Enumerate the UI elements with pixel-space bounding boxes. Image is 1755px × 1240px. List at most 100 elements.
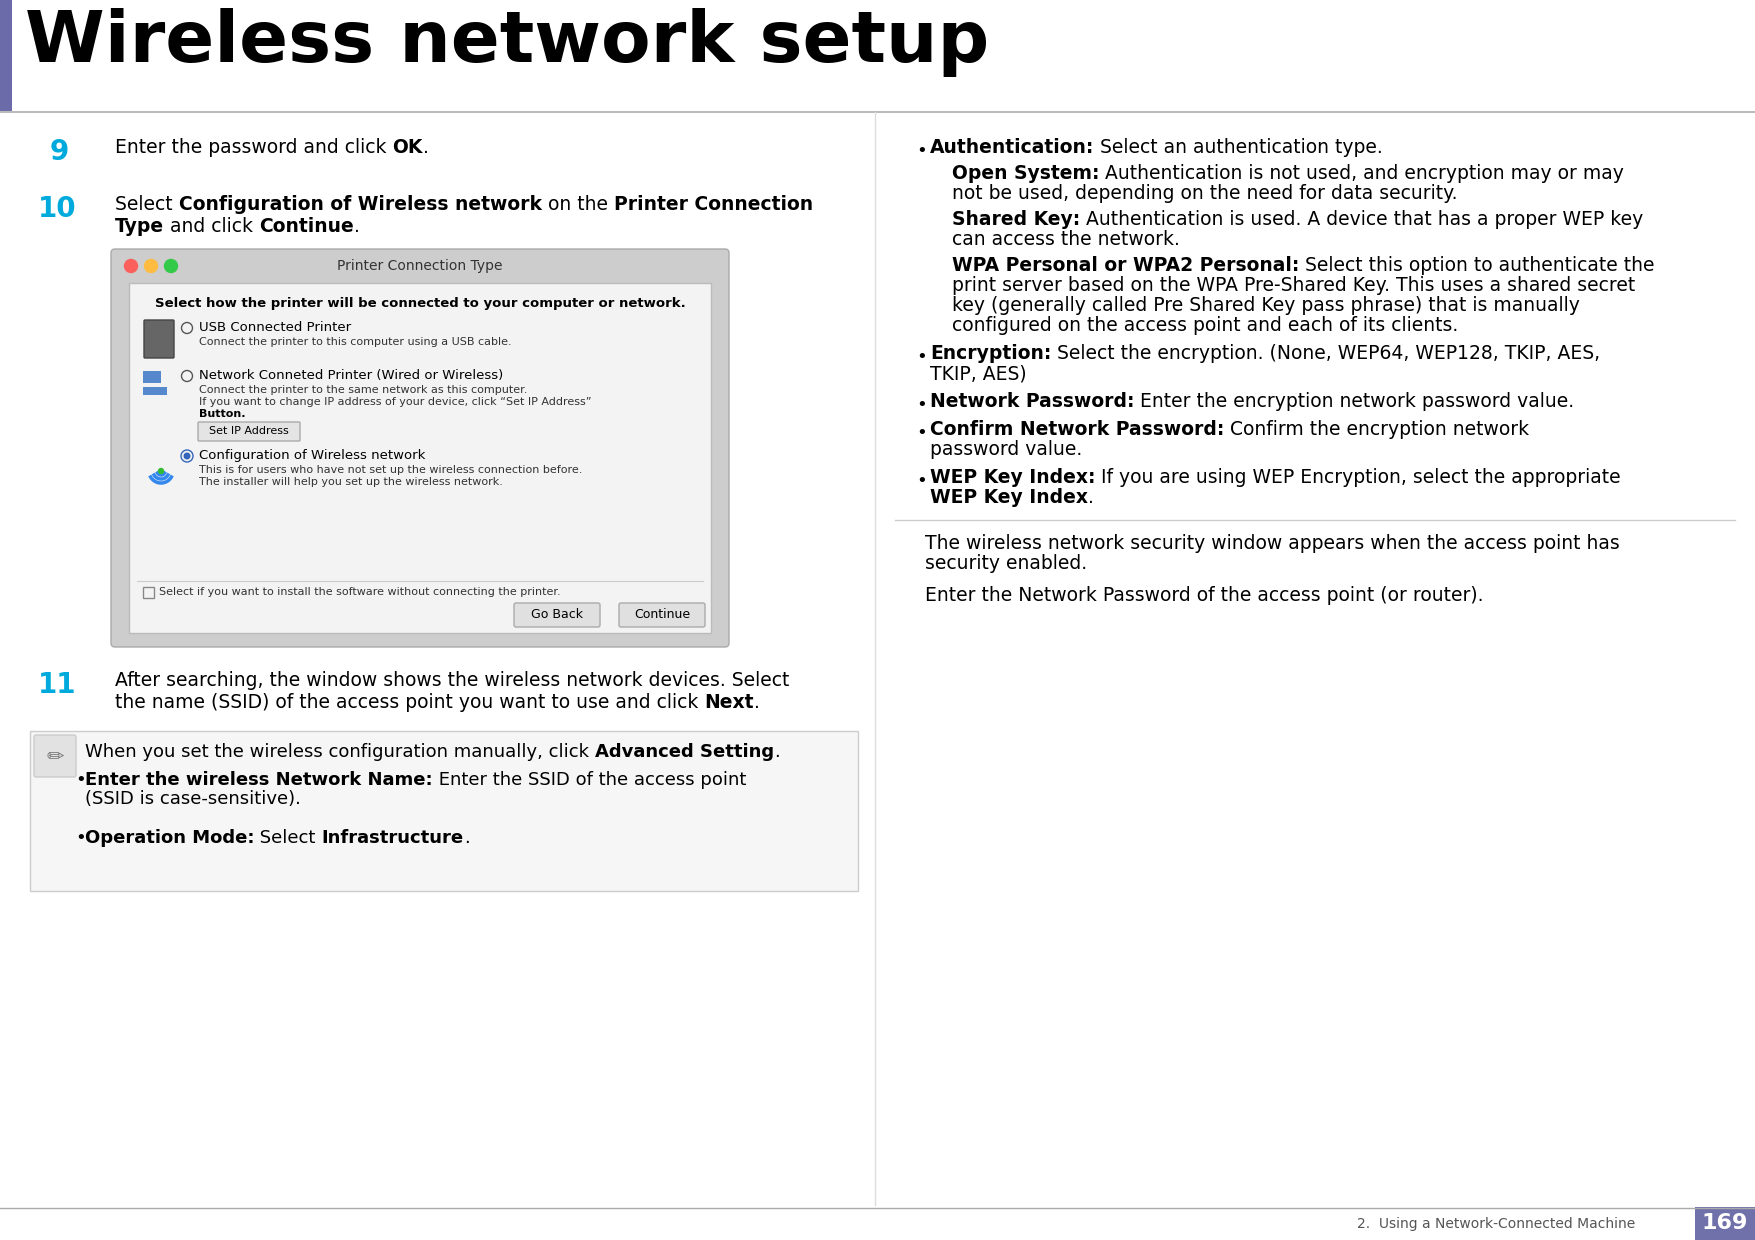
Text: •: • <box>75 830 86 847</box>
Text: Select an authentication type.: Select an authentication type. <box>1095 138 1383 157</box>
Text: 9: 9 <box>49 138 68 166</box>
Text: Enter the SSID of the access point: Enter the SSID of the access point <box>433 771 746 789</box>
Text: •: • <box>916 424 927 441</box>
Text: Network Conneted Printer (Wired or Wireless): Network Conneted Printer (Wired or Wirel… <box>198 370 504 382</box>
Text: When you set the wireless configuration manually, click: When you set the wireless configuration … <box>84 743 595 761</box>
Text: The wireless network security window appears when the access point has: The wireless network security window app… <box>925 534 1620 553</box>
Circle shape <box>165 259 177 273</box>
Circle shape <box>184 453 191 460</box>
FancyBboxPatch shape <box>620 603 706 627</box>
Text: Printer Connection Type: Printer Connection Type <box>337 259 502 273</box>
FancyBboxPatch shape <box>33 735 75 777</box>
Text: Go Back: Go Back <box>532 609 583 621</box>
Text: Next: Next <box>704 693 755 712</box>
Text: WEP Key Index:: WEP Key Index: <box>930 467 1095 487</box>
Text: •: • <box>75 771 86 789</box>
Text: Enter the wireless Network Name:: Enter the wireless Network Name: <box>84 771 433 789</box>
Text: .: . <box>1088 489 1093 507</box>
Text: •: • <box>916 143 927 160</box>
Text: Enter the password and click: Enter the password and click <box>116 138 393 157</box>
Text: .: . <box>463 830 470 847</box>
Text: not be used, depending on the need for data security.: not be used, depending on the need for d… <box>951 184 1457 203</box>
Text: Connect the printer to the same network as this computer.: Connect the printer to the same network … <box>198 384 526 396</box>
Text: Continue: Continue <box>634 609 690 621</box>
Circle shape <box>181 322 193 334</box>
Text: Encryption:: Encryption: <box>930 343 1051 363</box>
FancyBboxPatch shape <box>144 320 174 358</box>
FancyBboxPatch shape <box>151 387 160 396</box>
Text: Enter the encryption network password value.: Enter the encryption network password va… <box>1134 392 1574 410</box>
FancyBboxPatch shape <box>130 283 711 632</box>
FancyBboxPatch shape <box>142 587 154 598</box>
Text: security enabled.: security enabled. <box>925 554 1086 573</box>
Text: Authentication is not used, and encryption may or may: Authentication is not used, and encrypti… <box>1099 164 1625 184</box>
Text: Connect the printer to this computer using a USB cable.: Connect the printer to this computer usi… <box>198 337 512 347</box>
Circle shape <box>125 259 137 273</box>
Text: Select the encryption. (None, WEP64, WEP128, TKIP, AES,: Select the encryption. (None, WEP64, WEP… <box>1051 343 1601 363</box>
Text: password value.: password value. <box>930 440 1083 459</box>
Text: .: . <box>355 217 360 236</box>
Text: Type: Type <box>116 217 165 236</box>
Circle shape <box>181 371 193 382</box>
Text: Configuration of Wireless network: Configuration of Wireless network <box>179 195 542 215</box>
Text: can access the network.: can access the network. <box>951 229 1179 249</box>
FancyBboxPatch shape <box>198 422 300 441</box>
Text: WPA Personal or WPA2 Personal:: WPA Personal or WPA2 Personal: <box>951 255 1299 275</box>
Text: Set IP Address: Set IP Address <box>209 427 290 436</box>
Text: and click: and click <box>165 217 260 236</box>
Text: .: . <box>423 138 428 157</box>
Text: 169: 169 <box>1702 1213 1748 1233</box>
Text: This is for users who have not set up the wireless connection before.: This is for users who have not set up th… <box>198 465 583 475</box>
Text: 2.  Using a Network-Connected Machine: 2. Using a Network-Connected Machine <box>1357 1216 1636 1231</box>
Text: OK: OK <box>393 138 423 157</box>
Text: configured on the access point and each of its clients.: configured on the access point and each … <box>951 316 1458 335</box>
FancyBboxPatch shape <box>514 603 600 627</box>
Circle shape <box>181 450 193 463</box>
Text: Open System:: Open System: <box>951 164 1099 184</box>
FancyBboxPatch shape <box>160 387 167 396</box>
Text: Authentication is used. A device that has a proper WEP key: Authentication is used. A device that ha… <box>1081 210 1643 229</box>
Text: Advanced Setting: Advanced Setting <box>595 743 774 761</box>
FancyBboxPatch shape <box>142 387 151 396</box>
FancyBboxPatch shape <box>30 732 858 892</box>
Text: Infrastructure: Infrastructure <box>321 830 463 847</box>
Text: Select if you want to install the software without connecting the printer.: Select if you want to install the softwa… <box>160 587 560 596</box>
Text: ✏: ✏ <box>46 746 63 766</box>
Text: Enter the Network Password of the access point (or router).: Enter the Network Password of the access… <box>925 587 1483 605</box>
Text: Select this option to authenticate the: Select this option to authenticate the <box>1299 255 1655 275</box>
Text: Confirm Network Password:: Confirm Network Password: <box>930 420 1225 439</box>
Circle shape <box>158 469 163 474</box>
FancyBboxPatch shape <box>0 0 12 112</box>
Text: Operation Mode:: Operation Mode: <box>84 830 254 847</box>
Text: 11: 11 <box>39 671 77 699</box>
Text: the name (SSID) of the access point you want to use and click: the name (SSID) of the access point you … <box>116 693 704 712</box>
FancyBboxPatch shape <box>142 371 161 383</box>
Text: key (generally called Pre Shared Key pass phrase) that is manually: key (generally called Pre Shared Key pas… <box>951 296 1580 315</box>
Text: Printer Connection: Printer Connection <box>614 195 813 215</box>
Text: Select: Select <box>254 830 321 847</box>
Text: WEP Key Index: WEP Key Index <box>930 489 1088 507</box>
Text: •: • <box>916 472 927 490</box>
Circle shape <box>144 259 158 273</box>
Text: •: • <box>916 348 927 366</box>
Text: USB Connected Printer: USB Connected Printer <box>198 321 351 334</box>
Text: Select: Select <box>116 195 179 215</box>
Text: •: • <box>916 396 927 414</box>
FancyBboxPatch shape <box>111 249 728 647</box>
Text: Continue: Continue <box>260 217 355 236</box>
Text: (SSID is case-sensitive).: (SSID is case-sensitive). <box>84 790 300 808</box>
Text: 10: 10 <box>39 195 77 223</box>
Text: Network Password:: Network Password: <box>930 392 1134 410</box>
Text: After searching, the window shows the wireless network devices. Select: After searching, the window shows the wi… <box>116 671 790 689</box>
Text: If you are using WEP Encryption, select the appropriate: If you are using WEP Encryption, select … <box>1095 467 1622 487</box>
Text: print server based on the WPA Pre-Shared Key. This uses a shared secret: print server based on the WPA Pre-Shared… <box>951 277 1636 295</box>
Text: .: . <box>755 693 760 712</box>
Text: Shared Key:: Shared Key: <box>951 210 1081 229</box>
Text: Button.: Button. <box>198 409 246 419</box>
Text: Select how the printer will be connected to your computer or network.: Select how the printer will be connected… <box>154 298 686 310</box>
FancyBboxPatch shape <box>1695 1207 1755 1240</box>
Text: .: . <box>774 743 779 761</box>
Text: Configuration of Wireless network: Configuration of Wireless network <box>198 449 425 463</box>
Text: on the: on the <box>542 195 614 215</box>
Text: Confirm the encryption network: Confirm the encryption network <box>1225 420 1530 439</box>
